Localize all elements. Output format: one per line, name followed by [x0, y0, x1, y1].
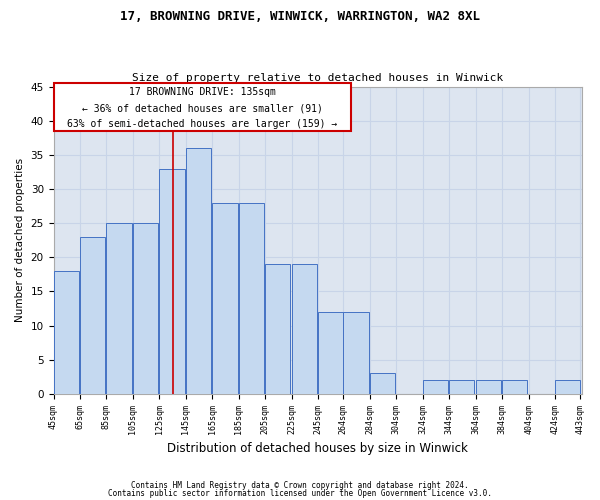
Bar	[80, 237, 105, 394]
Y-axis label: Number of detached properties: Number of detached properties	[15, 158, 25, 322]
Bar	[370, 374, 395, 394]
Text: 63% of semi-detached houses are larger (159) →: 63% of semi-detached houses are larger (…	[67, 119, 338, 129]
Bar	[212, 202, 238, 394]
Bar	[160, 168, 185, 394]
Text: 17, BROWNING DRIVE, WINWICK, WARRINGTON, WA2 8XL: 17, BROWNING DRIVE, WINWICK, WARRINGTON,…	[120, 10, 480, 23]
X-axis label: Distribution of detached houses by size in Winwick: Distribution of detached houses by size …	[167, 442, 468, 455]
Bar	[343, 312, 368, 394]
Bar	[239, 202, 264, 394]
Bar	[449, 380, 475, 394]
Bar	[133, 223, 158, 394]
Bar	[423, 380, 448, 394]
Bar	[53, 271, 79, 394]
Bar	[502, 380, 527, 394]
Bar	[318, 312, 343, 394]
Text: 17 BROWNING DRIVE: 135sqm: 17 BROWNING DRIVE: 135sqm	[129, 87, 276, 97]
Title: Size of property relative to detached houses in Winwick: Size of property relative to detached ho…	[132, 73, 503, 83]
Bar	[292, 264, 317, 394]
Text: Contains public sector information licensed under the Open Government Licence v3: Contains public sector information licen…	[108, 488, 492, 498]
Text: Contains HM Land Registry data © Crown copyright and database right 2024.: Contains HM Land Registry data © Crown c…	[131, 481, 469, 490]
Text: ← 36% of detached houses are smaller (91): ← 36% of detached houses are smaller (91…	[82, 104, 323, 114]
FancyBboxPatch shape	[53, 83, 352, 131]
Bar	[106, 223, 131, 394]
Bar	[555, 380, 580, 394]
Bar	[265, 264, 290, 394]
Bar	[186, 148, 211, 394]
Bar	[476, 380, 501, 394]
